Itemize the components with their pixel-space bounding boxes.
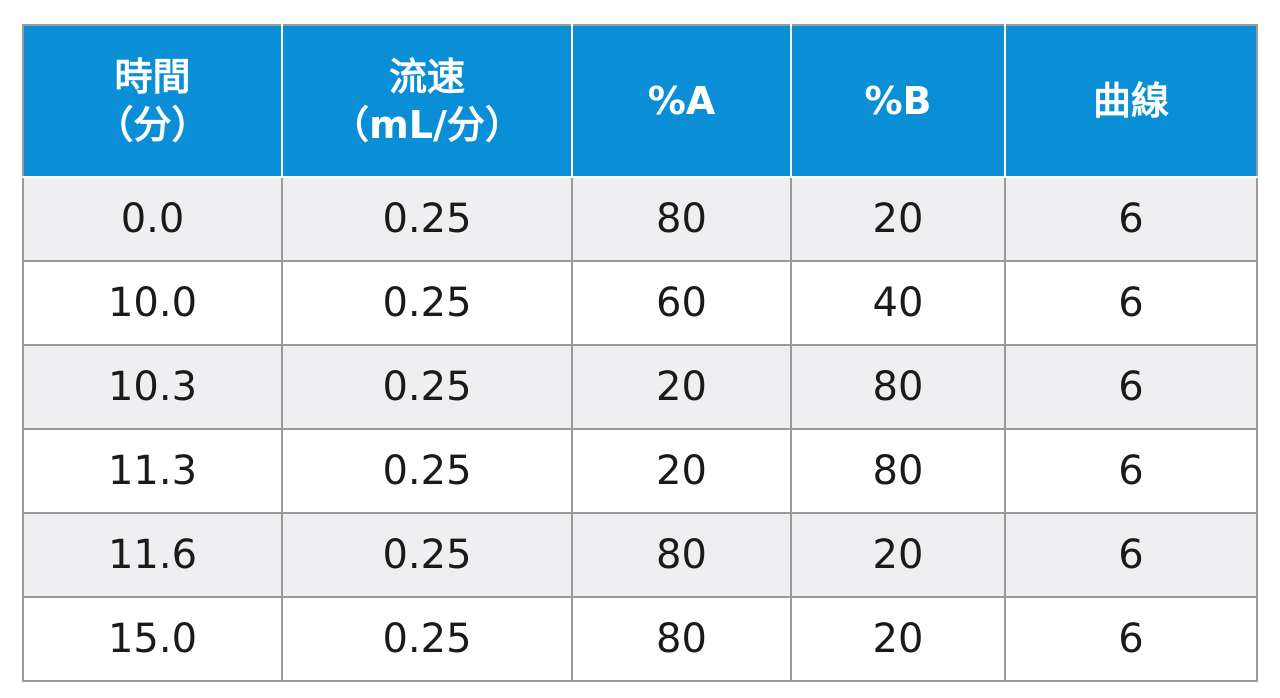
cell-percent-b: 80 (790, 428, 1006, 514)
table-row: 11.6 0.25 80 20 6 (22, 512, 1258, 598)
cell-percent-a: 80 (571, 596, 792, 682)
table-row: 10.3 0.25 20 80 6 (22, 344, 1258, 430)
cell-percent-b: 40 (790, 260, 1006, 346)
cell-percent-a: 80 (571, 512, 792, 598)
cell-flow-rate: 0.25 (281, 344, 573, 430)
cell-time: 11.3 (22, 428, 283, 514)
table-row: 0.0 0.25 80 20 6 (22, 176, 1258, 262)
header-time-unit: （分） (95, 103, 210, 147)
cell-percent-b: 80 (790, 344, 1006, 430)
cell-curve: 6 (1004, 596, 1258, 682)
table-row: 10.0 0.25 60 40 6 (22, 260, 1258, 346)
header-percent-a-label: %A (647, 79, 716, 123)
header-flow-rate-label: 流速 (388, 55, 465, 99)
header-time: 時間 （分） (22, 24, 283, 178)
header-percent-b-label: %B (864, 79, 932, 123)
cell-percent-b: 20 (790, 596, 1006, 682)
cell-flow-rate: 0.25 (281, 596, 573, 682)
header-row: 時間 （分） 流速 （mL/分） %A %B 曲線 (22, 24, 1258, 178)
header-time-label: 時間 (114, 55, 191, 99)
cell-time: 10.0 (22, 260, 283, 346)
cell-percent-a: 20 (571, 344, 792, 430)
cell-flow-rate: 0.25 (281, 512, 573, 598)
table-row: 15.0 0.25 80 20 6 (22, 596, 1258, 682)
header-curve-label: 曲線 (1092, 79, 1169, 123)
cell-time: 15.0 (22, 596, 283, 682)
cell-curve: 6 (1004, 344, 1258, 430)
cell-curve: 6 (1004, 512, 1258, 598)
cell-percent-a: 60 (571, 260, 792, 346)
gradient-table: 時間 （分） 流速 （mL/分） %A %B 曲線 0 (22, 24, 1258, 682)
cell-time: 0.0 (22, 176, 283, 262)
cell-percent-b: 20 (790, 512, 1006, 598)
header-percent-a: %A (571, 24, 792, 178)
cell-time: 10.3 (22, 344, 283, 430)
cell-percent-b: 20 (790, 176, 1006, 262)
header-flow-rate-unit: （mL/分） (331, 103, 523, 147)
header-curve: 曲線 (1004, 24, 1258, 178)
table-row: 11.3 0.25 20 80 6 (22, 428, 1258, 514)
cell-flow-rate: 0.25 (281, 176, 573, 262)
cell-time: 11.6 (22, 512, 283, 598)
cell-percent-a: 20 (571, 428, 792, 514)
gradient-table-container: 時間 （分） 流速 （mL/分） %A %B 曲線 0 (22, 24, 1258, 682)
cell-curve: 6 (1004, 260, 1258, 346)
cell-flow-rate: 0.25 (281, 260, 573, 346)
header-flow-rate: 流速 （mL/分） (281, 24, 573, 178)
cell-percent-a: 80 (571, 176, 792, 262)
cell-flow-rate: 0.25 (281, 428, 573, 514)
header-percent-b: %B (790, 24, 1006, 178)
cell-curve: 6 (1004, 428, 1258, 514)
cell-curve: 6 (1004, 176, 1258, 262)
